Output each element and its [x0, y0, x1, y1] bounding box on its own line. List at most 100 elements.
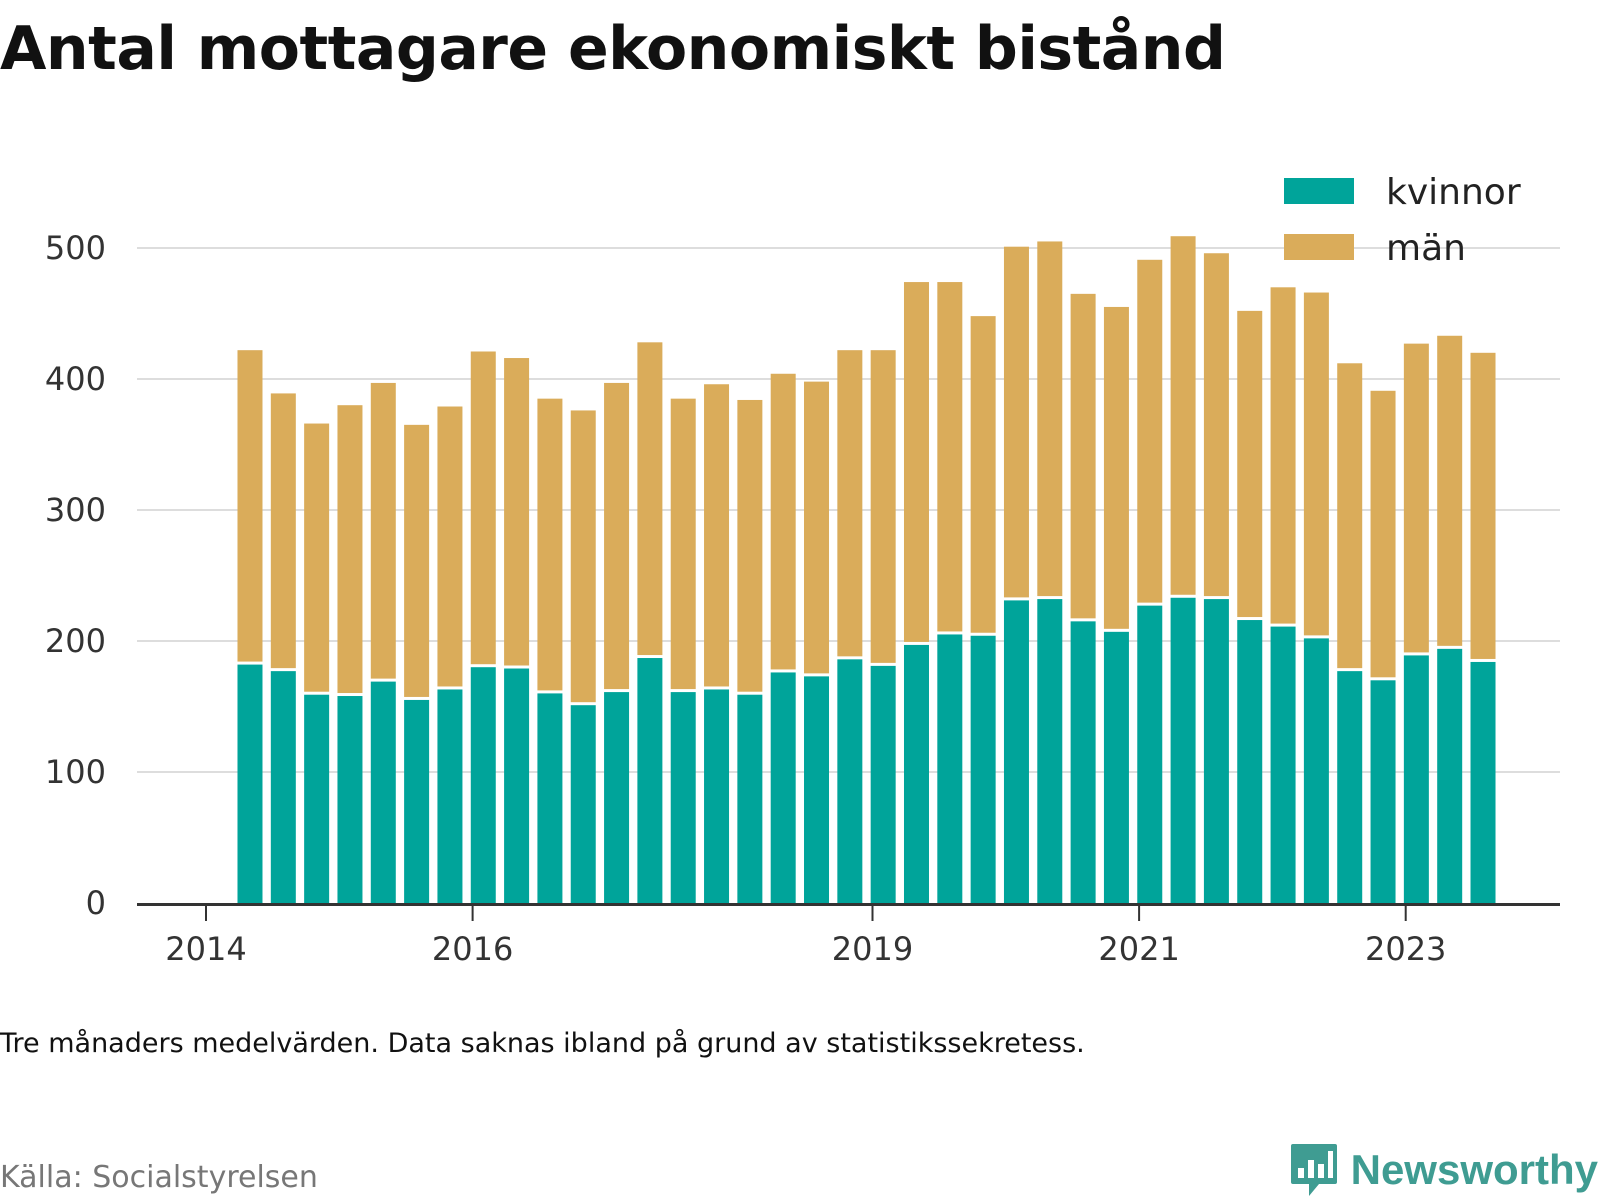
bar-man: [1070, 293, 1096, 619]
x-tick-label: 2019: [832, 930, 913, 968]
bar-man: [937, 282, 963, 632]
y-tick-label: 500: [45, 229, 106, 267]
bar-kvinnor: [1037, 599, 1063, 903]
bar-man: [1403, 343, 1429, 653]
bar-man: [970, 316, 996, 633]
bar-kvinnor: [770, 672, 796, 903]
bar-kvinnor: [1203, 599, 1229, 903]
bar-kvinnor: [1237, 620, 1263, 903]
bar-man: [270, 393, 296, 669]
bar-kvinnor: [270, 671, 296, 903]
bar-kvinnor: [1337, 671, 1363, 903]
bar-kvinnor: [1103, 631, 1129, 903]
bar-man: [1237, 310, 1263, 618]
bar-kvinnor: [404, 699, 430, 903]
bar-man: [1037, 241, 1063, 597]
legend-swatch: [1284, 178, 1354, 204]
y-tick-label: 100: [45, 753, 106, 791]
legend-label: män: [1386, 228, 1466, 269]
bar-man: [870, 350, 896, 663]
bar-man: [903, 282, 929, 642]
bar-man: [1137, 259, 1163, 603]
bar-kvinnor: [1470, 661, 1496, 903]
bar-kvinnor: [1403, 655, 1429, 903]
y-tick-label: 0: [86, 884, 106, 922]
bar-kvinnor: [1070, 621, 1096, 903]
bar-kvinnor: [304, 694, 330, 903]
bar-kvinnor: [504, 668, 530, 903]
bar-man: [1303, 292, 1329, 636]
bar-kvinnor: [604, 692, 630, 903]
x-tick-label: 2016: [432, 930, 513, 968]
legend-swatch: [1284, 234, 1354, 260]
bar-kvinnor: [870, 665, 896, 903]
brand-logo: Newsworthy: [1289, 1142, 1598, 1198]
brand-name: Newsworthy: [1350, 1146, 1598, 1193]
bar-man: [437, 406, 463, 687]
bar-man: [1270, 287, 1296, 624]
bar-kvinnor: [1303, 638, 1329, 903]
bar-man: [837, 350, 863, 657]
bars: [237, 236, 1496, 903]
x-tick-label: 2023: [1365, 930, 1446, 968]
bar-man: [604, 382, 630, 690]
bar-kvinnor: [1170, 597, 1196, 903]
bar-man: [237, 350, 263, 662]
bar-kvinnor: [237, 664, 263, 903]
legend: kvinnor män: [1284, 172, 1521, 269]
bar-man: [1370, 390, 1396, 678]
chart-note: Tre månaders medelvärden. Data saknas ib…: [0, 1028, 1085, 1059]
bar-man: [1337, 363, 1363, 669]
bar-man: [737, 399, 763, 692]
y-tick-label: 200: [45, 622, 106, 660]
stacked-bar-chart: 0 100 200 300 400 500 2014 2016 2019 2021 2023 kvi…: [45, 172, 1560, 968]
y-tick-label: 300: [45, 491, 106, 529]
bar-kvinnor: [1370, 680, 1396, 903]
bar-man: [1103, 306, 1129, 629]
bar-man: [470, 351, 496, 665]
bar-man: [537, 398, 563, 691]
bar-kvinnor: [737, 694, 763, 903]
bar-kvinnor: [970, 635, 996, 903]
bar-kvinnor: [370, 681, 396, 903]
bar-man: [570, 410, 596, 703]
bar-kvinnor: [804, 676, 830, 903]
bar-kvinnor: [1003, 600, 1029, 903]
bar-man: [370, 382, 396, 679]
source-credit: Källa: Socialstyrelsen: [0, 1160, 318, 1195]
bar-man: [804, 381, 830, 674]
bar-kvinnor: [670, 692, 696, 903]
bar-man: [337, 405, 363, 694]
y-tick-label: 400: [45, 360, 106, 398]
bar-kvinnor: [1437, 648, 1463, 903]
legend-label: kvinnor: [1386, 172, 1521, 213]
bar-kvinnor: [704, 689, 730, 903]
bar-kvinnor: [337, 696, 363, 903]
bar-kvinnor: [470, 667, 496, 903]
bar-man: [704, 384, 730, 687]
bar-man: [404, 424, 430, 697]
bar-kvinnor: [1137, 605, 1163, 903]
bar-man: [504, 358, 530, 666]
bar-man: [1437, 335, 1463, 646]
bar-man: [1170, 236, 1196, 595]
bar-man: [1003, 246, 1029, 598]
x-tick-label: 2014: [165, 930, 246, 968]
chart-title: Antal mottagare ekonomiskt bistånd: [0, 14, 1226, 84]
axes: 0 100 200 300 400 500 2014 2016 2019 2021 2023: [45, 229, 1560, 968]
x-tick-label: 2021: [1098, 930, 1179, 968]
bar-kvinnor: [903, 644, 929, 903]
bar-man: [637, 342, 663, 656]
bar-kvinnor: [537, 693, 563, 903]
bar-man: [1203, 253, 1229, 597]
bar-kvinnor: [437, 689, 463, 903]
bar-man: [1470, 352, 1496, 659]
bar-kvinnor: [837, 659, 863, 903]
bar-kvinnor: [1270, 626, 1296, 903]
bar-man: [304, 423, 330, 692]
bar-man: [670, 398, 696, 690]
bar-kvinnor: [937, 634, 963, 903]
newsworthy-logo-icon: [1290, 1144, 1337, 1196]
bar-kvinnor: [637, 658, 663, 903]
bar-kvinnor: [570, 705, 596, 903]
